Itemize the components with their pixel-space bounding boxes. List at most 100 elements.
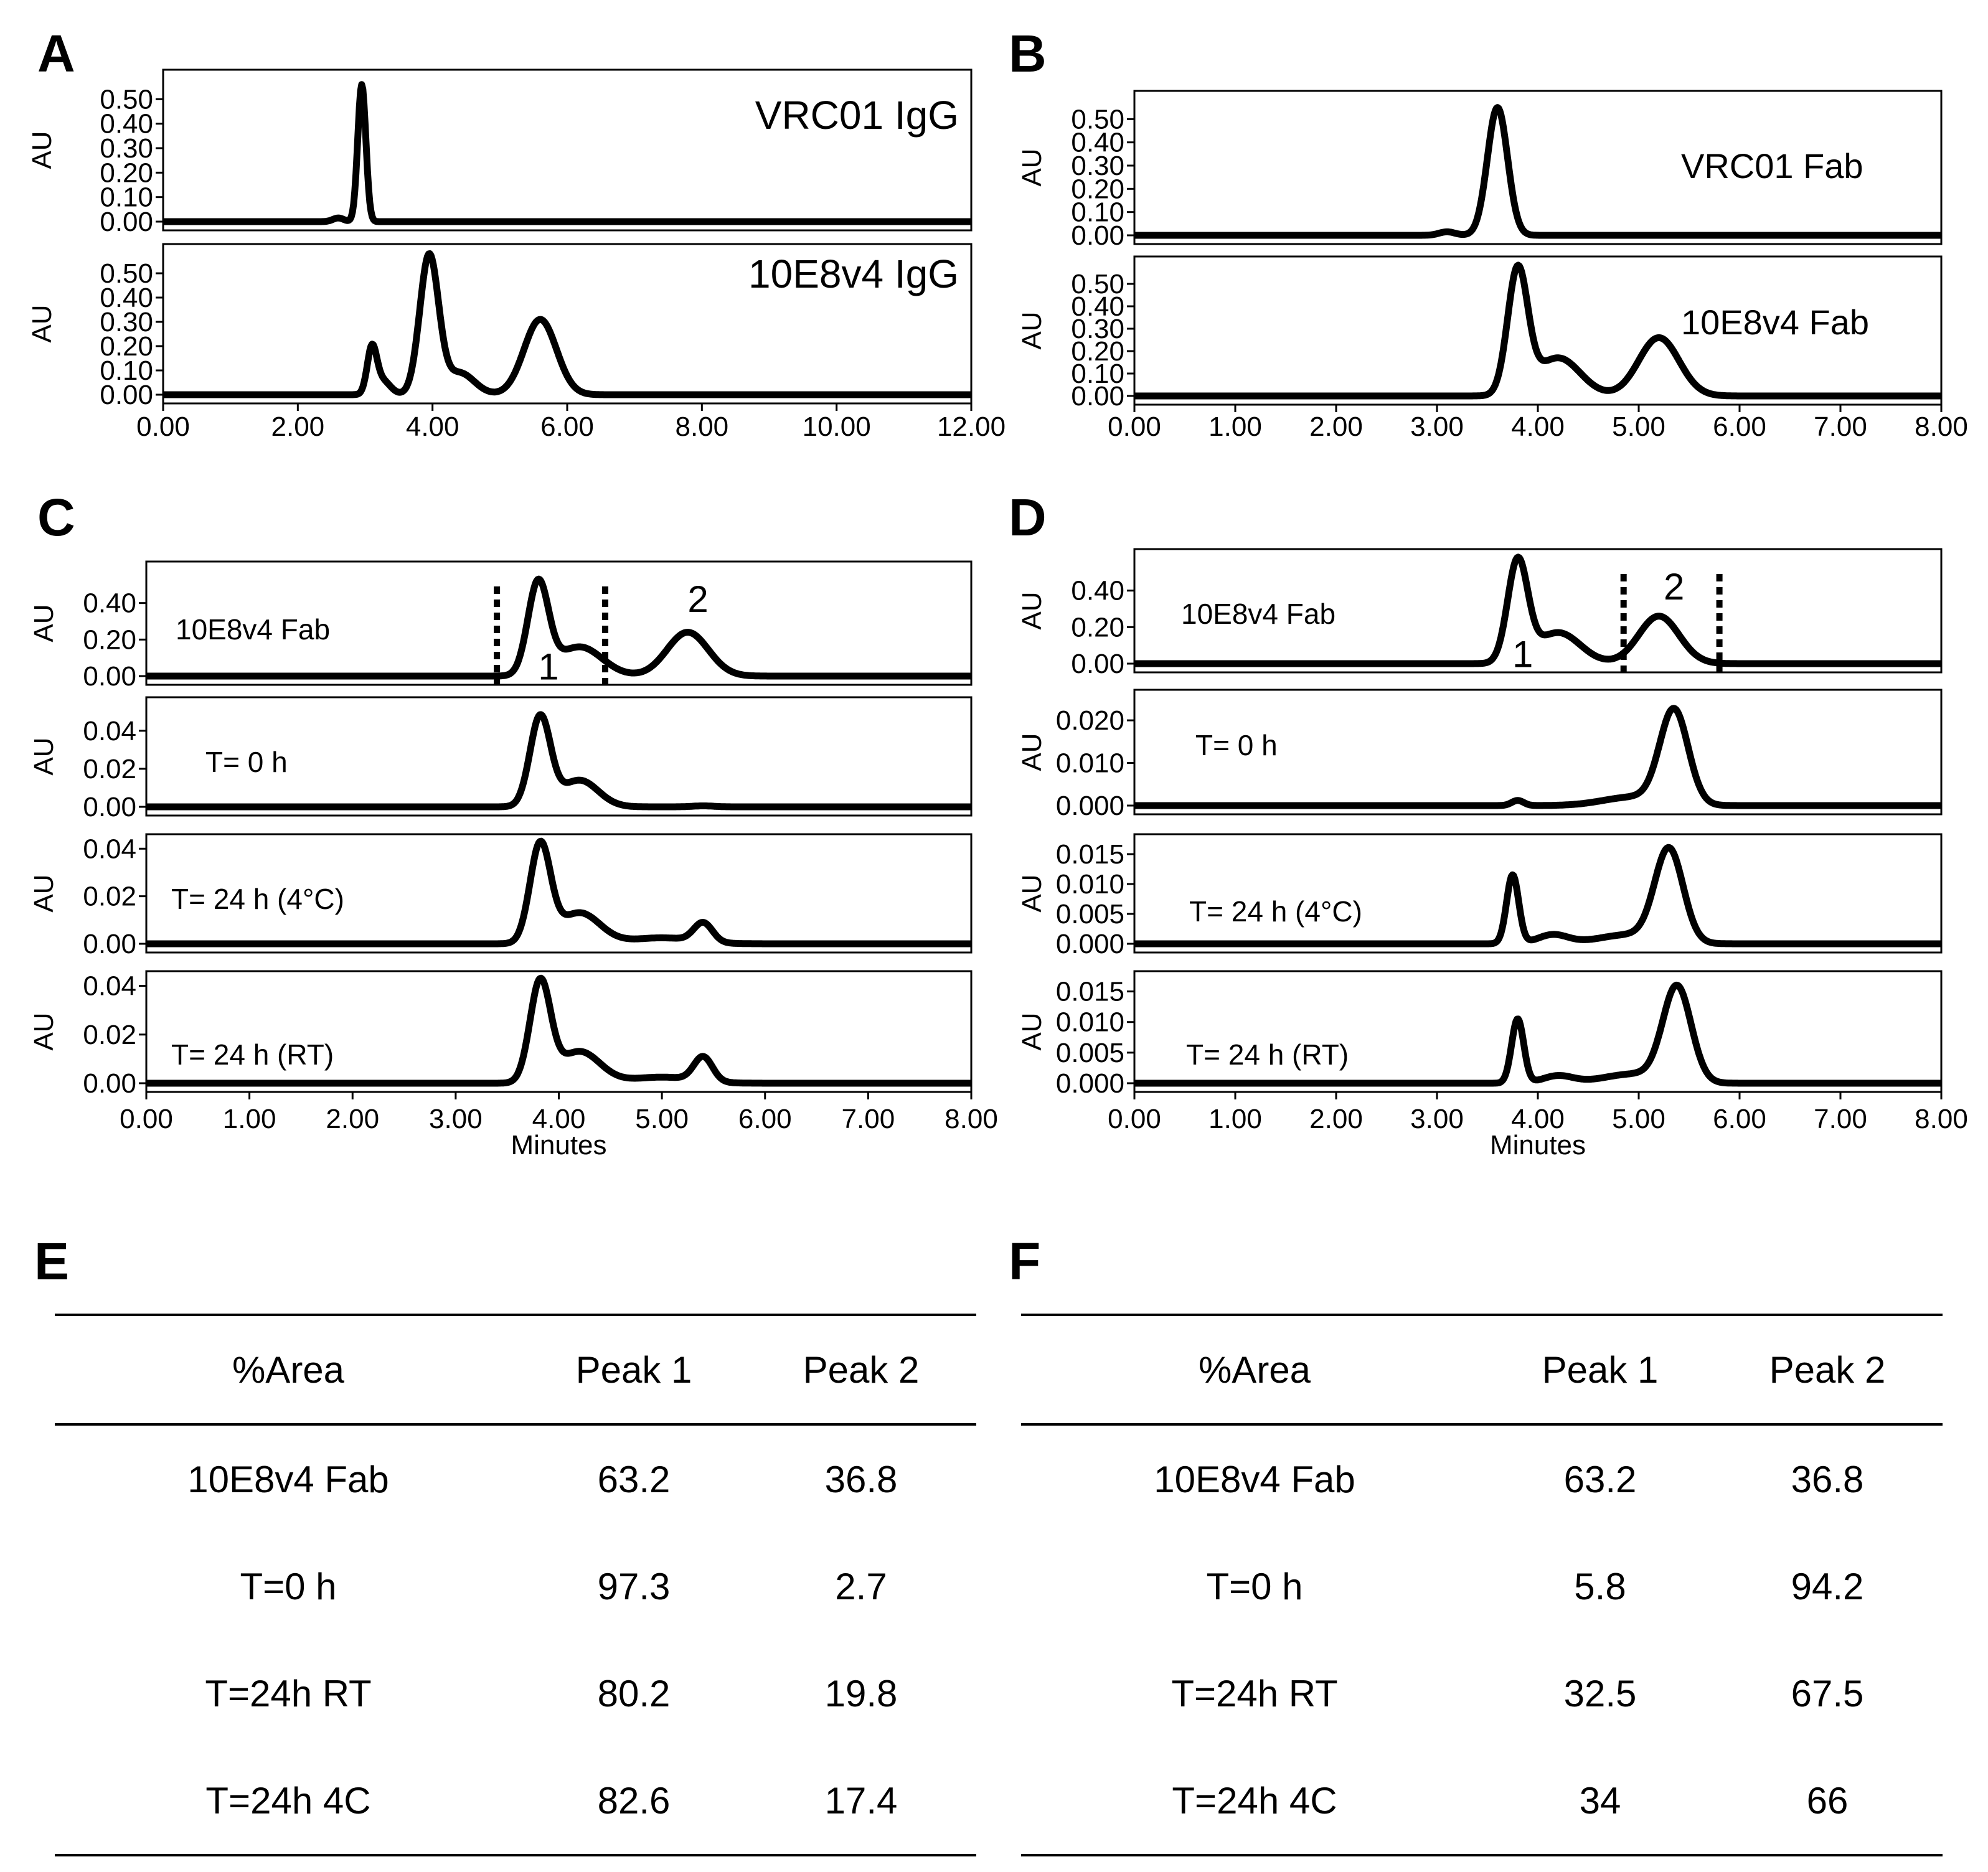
plot-frame bbox=[145, 696, 973, 817]
x-tick-label: 3.00 bbox=[1410, 412, 1464, 442]
y-tick-label: 0.005 bbox=[1056, 899, 1124, 929]
table-header: %Area bbox=[232, 1348, 345, 1391]
y-tick-label: 0.30 bbox=[1071, 314, 1124, 344]
panel-label-d: D bbox=[1009, 488, 1047, 547]
y-axis-label: AU bbox=[29, 604, 59, 642]
y-axis-label: AU bbox=[1017, 591, 1047, 629]
y-tick-label: 0.50 bbox=[1071, 104, 1124, 134]
y-tick-label: 0.20 bbox=[83, 624, 136, 655]
y-tick-label: 0.015 bbox=[1056, 839, 1124, 870]
x-tick-label: 7.00 bbox=[1814, 1104, 1867, 1134]
x-tick-label: 6.00 bbox=[738, 1104, 792, 1134]
chromatogram-line bbox=[1132, 553, 1944, 667]
panel-f-label-wrap: F bbox=[1009, 1232, 1040, 1291]
table-cell: 10E8v4 Fab bbox=[187, 1458, 389, 1500]
y-tick-label: 0.30 bbox=[100, 307, 153, 337]
table-cell: 5.8 bbox=[1574, 1565, 1626, 1607]
trace-panel: 0.00 0.20 0.40 AU 10E8v4 Fab bbox=[1017, 548, 1944, 679]
table-cell: T=0 h bbox=[240, 1565, 337, 1607]
table-cell: 19.8 bbox=[824, 1672, 898, 1714]
trace-panel: 0.000.100.200.300.400.50 AU VRC01 IgG bbox=[27, 68, 974, 237]
y-axis-label: AU bbox=[27, 304, 57, 342]
x-tick-label: 2.00 bbox=[1309, 1104, 1363, 1134]
y-tick-label: 0.40 bbox=[1071, 128, 1124, 158]
table-cell: 10E8v4 Fab bbox=[1154, 1458, 1355, 1500]
x-tick-label: 4.00 bbox=[532, 1104, 586, 1134]
x-tick-label: 6.00 bbox=[1713, 412, 1766, 442]
y-axis-label: AU bbox=[1017, 733, 1047, 771]
y-tick-label: 0.010 bbox=[1056, 1007, 1124, 1038]
trace-panel: 0.00 0.20 0.40 AU 10E8v4 Fab bbox=[29, 560, 974, 692]
x-tick-label: 8.00 bbox=[1915, 1104, 1968, 1134]
y-tick-label: 0.00 bbox=[83, 1068, 136, 1099]
table-row: 10E8v4 Fab 63.2 36.8 bbox=[55, 1424, 976, 1533]
table-row: T=24h RT 32.5 67.5 bbox=[1021, 1640, 1943, 1747]
y-tick-label: 0.010 bbox=[1056, 869, 1124, 900]
x-tick-label: 5.00 bbox=[1612, 412, 1665, 442]
x-tick-label: 0.00 bbox=[1108, 1104, 1161, 1134]
table-cell: 66 bbox=[1806, 1779, 1849, 1822]
table-cell: 36.8 bbox=[1791, 1458, 1864, 1500]
panel-label-e: E bbox=[34, 1232, 69, 1291]
y-tick-label: 0.20 bbox=[100, 331, 153, 362]
plot-frame bbox=[1133, 689, 1943, 816]
y-tick-label: 0.000 bbox=[1056, 929, 1124, 959]
chromatogram-line bbox=[1132, 261, 1944, 400]
table-row: T=24h RT 80.2 19.8 bbox=[55, 1640, 976, 1747]
panel-d: D 0.00 0.20 0.40 AU 10E8v4 Fab 0.000 0.010 0.020… bbox=[1009, 488, 1968, 1160]
table-row: 10E8v4 Fab 63.2 36.8 bbox=[1021, 1424, 1943, 1533]
table-header: %Area bbox=[1198, 1348, 1311, 1391]
chromatogram-line bbox=[144, 575, 974, 680]
x-tick-label: 8.00 bbox=[945, 1104, 998, 1134]
table-cell: 97.3 bbox=[597, 1565, 671, 1607]
y-tick-label: 0.50 bbox=[100, 258, 153, 289]
table-header: Peak 2 bbox=[803, 1348, 920, 1391]
y-axis-label: AU bbox=[29, 874, 59, 912]
plot-frame bbox=[1133, 90, 1943, 245]
plot-frame bbox=[1133, 548, 1943, 674]
table-row: T=0 h 97.3 2.7 bbox=[55, 1533, 976, 1640]
x-tick-label: 12.00 bbox=[937, 412, 1006, 442]
y-tick-label: 0.40 bbox=[1071, 576, 1124, 606]
x-tick-label: 8.00 bbox=[1915, 412, 1968, 442]
y-tick-label: 0.20 bbox=[100, 158, 153, 188]
x-tick-label: 4.00 bbox=[1511, 1104, 1565, 1134]
chromatogram-line bbox=[144, 974, 974, 1087]
y-tick-label: 0.02 bbox=[83, 882, 136, 912]
y-axis-label: AU bbox=[1017, 874, 1047, 912]
x-axis-label: Minutes bbox=[1490, 1130, 1586, 1160]
peak-number-label: 1 bbox=[538, 646, 558, 687]
y-axis-label: AU bbox=[29, 737, 59, 775]
y-axis-label: AU bbox=[1017, 1012, 1047, 1050]
y-tick-label: 0.40 bbox=[100, 109, 153, 139]
y-tick-label: 0.00 bbox=[83, 929, 136, 959]
x-tick-label: 0.00 bbox=[120, 1104, 173, 1134]
table-cell: T=24h 4C bbox=[1172, 1779, 1337, 1822]
y-axis-label: AU bbox=[29, 1012, 59, 1050]
y-tick-label: 0.000 bbox=[1056, 791, 1124, 821]
panel-c: C 0.00 0.20 0.40 AU 10E8v4 Fab 0.00 0.02 0.04 AU T… bbox=[29, 488, 998, 1160]
x-tick-label: 1.00 bbox=[223, 1104, 276, 1134]
table-cell: 94.2 bbox=[1791, 1565, 1864, 1607]
panel-label-b: B bbox=[1009, 24, 1047, 83]
y-tick-label: 0.40 bbox=[100, 283, 153, 313]
trace-label: 10E8v4 Fab bbox=[1181, 598, 1336, 630]
table-cell: 80.2 bbox=[597, 1672, 671, 1714]
y-tick-label: 0.00 bbox=[1071, 381, 1124, 412]
trace-label: T= 24 h (RT) bbox=[171, 1038, 334, 1071]
table-row: T=24h 4C 82.6 17.4 bbox=[55, 1747, 976, 1855]
y-tick-label: 0.20 bbox=[1071, 612, 1124, 642]
y-tick-label: 0.00 bbox=[100, 207, 153, 237]
panel-e-label-wrap: E bbox=[34, 1232, 69, 1291]
y-tick-label: 0.020 bbox=[1056, 705, 1124, 736]
chromatogram-line bbox=[1132, 981, 1944, 1087]
x-tick-label: 6.00 bbox=[540, 412, 594, 442]
trace-label: T= 24 h (4°C) bbox=[1189, 895, 1362, 928]
x-tick-label: 10.00 bbox=[803, 412, 871, 442]
y-tick-label: 0.00 bbox=[1071, 649, 1124, 679]
y-tick-label: 0.30 bbox=[1071, 151, 1124, 181]
